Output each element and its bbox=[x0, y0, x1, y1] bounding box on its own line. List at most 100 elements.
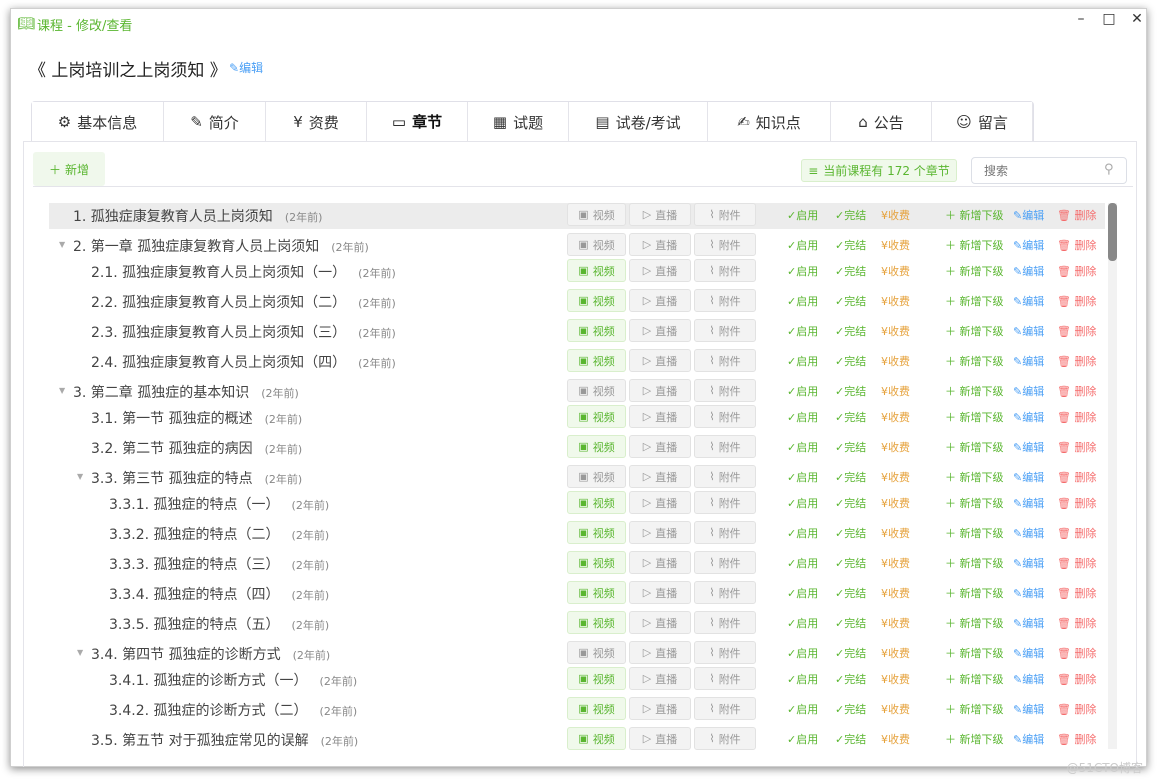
chapter-title[interactable]: 3.4. 第四节 孤独症的诊断方式 (2年前) bbox=[91, 644, 330, 664]
chapter-row[interactable]: 3.2. 第二节 孤独症的病因 (2年前) ▣ 视频 ▷ 直播 ⌇ 附件 ✓启用 ✓完结 ¥收费＋ … bbox=[49, 435, 1105, 461]
chapter-row[interactable]: 3.1. 第一节 孤独症的概述 (2年前) ▣ 视频 ▷ 直播 ⌇ 附件 ✓启用 ✓完结 ¥收费＋ … bbox=[49, 405, 1105, 431]
finish-toggle[interactable]: ✓完结 bbox=[835, 383, 866, 399]
finish-toggle[interactable]: ✓完结 bbox=[835, 585, 866, 601]
chapter-title[interactable]: 2. 第一章 孤独症康复教育人员上岗须知 (2年前) bbox=[73, 236, 369, 256]
enable-toggle[interactable]: ✓启用 bbox=[787, 701, 818, 717]
attachment-button[interactable]: ⌇ 附件 bbox=[694, 203, 756, 226]
live-button[interactable]: ▷ 直播 bbox=[629, 641, 691, 664]
finish-toggle[interactable]: ✓完结 bbox=[835, 495, 866, 511]
video-button[interactable]: ▣ 视频 bbox=[567, 521, 626, 544]
chapter-row[interactable]: 2.1. 孤独症康复教育人员上岗须知（一） (2年前) ▣ 视频 ▷ 直播 ⌇ 附件 ✓启用 ✓完… bbox=[49, 259, 1105, 285]
add-child-button[interactable]: ＋ 新增下级 bbox=[945, 409, 1004, 425]
scrollbar-thumb[interactable] bbox=[1108, 203, 1117, 261]
enable-toggle[interactable]: ✓启用 bbox=[787, 353, 818, 369]
tab-2[interactable]: ¥ 资费 bbox=[266, 102, 367, 142]
attachment-button[interactable]: ⌇ 附件 bbox=[694, 349, 756, 372]
enable-toggle[interactable]: ✓启用 bbox=[787, 323, 818, 339]
edit-course-title-link[interactable]: ✎编辑 bbox=[229, 59, 263, 76]
video-button[interactable]: ▣ 视频 bbox=[567, 233, 626, 256]
live-button[interactable]: ▷ 直播 bbox=[629, 581, 691, 604]
edit-button[interactable]: ✎编辑 bbox=[1013, 615, 1044, 631]
video-button[interactable]: ▣ 视频 bbox=[567, 289, 626, 312]
charge-toggle[interactable]: ¥收费 bbox=[881, 409, 910, 425]
delete-button[interactable]: 🗑︎ 删除 bbox=[1057, 671, 1096, 687]
charge-toggle[interactable]: ¥收费 bbox=[881, 263, 910, 279]
delete-button[interactable]: 🗑︎ 删除 bbox=[1057, 263, 1096, 279]
tab-3[interactable]: ▭ 章节 bbox=[367, 102, 468, 142]
enable-toggle[interactable]: ✓启用 bbox=[787, 731, 818, 747]
add-child-button[interactable]: ＋ 新增下级 bbox=[945, 293, 1004, 309]
chapter-row[interactable]: 3.3.3. 孤独症的特点（三） (2年前) ▣ 视频 ▷ 直播 ⌇ 附件 ✓启用 ✓完结 ¥收费＋… bbox=[49, 551, 1105, 577]
delete-button[interactable]: 🗑︎ 删除 bbox=[1057, 207, 1096, 223]
live-button[interactable]: ▷ 直播 bbox=[629, 349, 691, 372]
chapter-title[interactable]: 3.3.2. 孤独症的特点（二） (2年前) bbox=[109, 524, 329, 544]
chapter-title[interactable]: 3.3.4. 孤独症的特点（四） (2年前) bbox=[109, 584, 329, 604]
delete-button[interactable]: 🗑︎ 删除 bbox=[1057, 645, 1096, 661]
delete-button[interactable]: 🗑︎ 删除 bbox=[1057, 353, 1096, 369]
enable-toggle[interactable]: ✓启用 bbox=[787, 645, 818, 661]
charge-toggle[interactable]: ¥收费 bbox=[881, 731, 910, 747]
attachment-button[interactable]: ⌇ 附件 bbox=[694, 435, 756, 458]
chapter-row[interactable]: 3.4.2. 孤独症的诊断方式（二） (2年前) ▣ 视频 ▷ 直播 ⌇ 附件 ✓启用 ✓完结 ¥收… bbox=[49, 697, 1105, 723]
enable-toggle[interactable]: ✓启用 bbox=[787, 263, 818, 279]
tab-6[interactable]: ✍ 知识点 bbox=[708, 102, 831, 142]
delete-button[interactable]: 🗑︎ 删除 bbox=[1057, 409, 1096, 425]
charge-toggle[interactable]: ¥收费 bbox=[881, 439, 910, 455]
attachment-button[interactable]: ⌇ 附件 bbox=[694, 289, 756, 312]
edit-button[interactable]: ✎编辑 bbox=[1013, 263, 1044, 279]
chapter-title[interactable]: 1. 孤独症康复教育人员上岗须知 (2年前) bbox=[73, 206, 322, 226]
edit-button[interactable]: ✎编辑 bbox=[1013, 585, 1044, 601]
finish-toggle[interactable]: ✓完结 bbox=[835, 293, 866, 309]
add-child-button[interactable]: ＋ 新增下级 bbox=[945, 237, 1004, 253]
live-button[interactable]: ▷ 直播 bbox=[629, 379, 691, 402]
finish-toggle[interactable]: ✓完结 bbox=[835, 207, 866, 223]
tab-0[interactable]: ⚙ 基本信息 bbox=[32, 102, 164, 142]
live-button[interactable]: ▷ 直播 bbox=[629, 611, 691, 634]
live-button[interactable]: ▷ 直播 bbox=[629, 667, 691, 690]
charge-toggle[interactable]: ¥收费 bbox=[881, 671, 910, 687]
video-button[interactable]: ▣ 视频 bbox=[567, 667, 626, 690]
live-button[interactable]: ▷ 直播 bbox=[629, 435, 691, 458]
video-button[interactable]: ▣ 视频 bbox=[567, 491, 626, 514]
tab-5[interactable]: ▤ 试卷/考试 bbox=[569, 102, 708, 142]
live-button[interactable]: ▷ 直播 bbox=[629, 521, 691, 544]
tab-8[interactable]: ☺ 留言 bbox=[932, 102, 1033, 142]
chapter-row[interactable]: 2.3. 孤独症康复教育人员上岗须知（三） (2年前) ▣ 视频 ▷ 直播 ⌇ 附件 ✓启用 ✓完… bbox=[49, 319, 1105, 345]
finish-toggle[interactable]: ✓完结 bbox=[835, 615, 866, 631]
attachment-button[interactable]: ⌇ 附件 bbox=[694, 581, 756, 604]
video-button[interactable]: ▣ 视频 bbox=[567, 435, 626, 458]
edit-button[interactable]: ✎编辑 bbox=[1013, 237, 1044, 253]
video-button[interactable]: ▣ 视频 bbox=[567, 641, 626, 664]
edit-button[interactable]: ✎编辑 bbox=[1013, 701, 1044, 717]
chapter-row[interactable]: 3.3.2. 孤独症的特点（二） (2年前) ▣ 视频 ▷ 直播 ⌇ 附件 ✓启用 ✓完结 ¥收费＋… bbox=[49, 521, 1105, 547]
delete-button[interactable]: 🗑︎ 删除 bbox=[1057, 237, 1096, 253]
edit-button[interactable]: ✎编辑 bbox=[1013, 293, 1044, 309]
caret-down-icon[interactable]: ▼ bbox=[59, 240, 66, 249]
chapter-title[interactable]: 3.5. 第五节 对于孤独症常见的误解 (2年前) bbox=[91, 730, 358, 750]
live-button[interactable]: ▷ 直播 bbox=[629, 233, 691, 256]
live-button[interactable]: ▷ 直播 bbox=[629, 405, 691, 428]
video-button[interactable]: ▣ 视频 bbox=[567, 697, 626, 720]
video-button[interactable]: ▣ 视频 bbox=[567, 203, 626, 226]
chapter-row[interactable]: 3.5. 第五节 对于孤独症常见的误解 (2年前) ▣ 视频 ▷ 直播 ⌇ 附件 ✓启用 ✓完结 ¥… bbox=[49, 727, 1105, 753]
delete-button[interactable]: 🗑︎ 删除 bbox=[1057, 701, 1096, 717]
add-child-button[interactable]: ＋ 新增下级 bbox=[945, 439, 1004, 455]
tab-1[interactable]: ✎ 简介 bbox=[164, 102, 266, 142]
chapter-row[interactable]: ▼ 3.3. 第三节 孤独症的特点 (2年前) ▣ 视频 ▷ 直播 ⌇ 附件 ✓启用 ✓完结 ¥收费＋… bbox=[49, 465, 1105, 491]
add-child-button[interactable]: ＋ 新增下级 bbox=[945, 585, 1004, 601]
delete-button[interactable]: 🗑︎ 删除 bbox=[1057, 323, 1096, 339]
live-button[interactable]: ▷ 直播 bbox=[629, 319, 691, 342]
video-button[interactable]: ▣ 视频 bbox=[567, 727, 626, 750]
add-child-button[interactable]: ＋ 新增下级 bbox=[945, 731, 1004, 747]
add-chapter-button[interactable]: ＋ 新增 bbox=[33, 152, 105, 186]
video-button[interactable]: ▣ 视频 bbox=[567, 405, 626, 428]
edit-button[interactable]: ✎编辑 bbox=[1013, 469, 1044, 485]
chapter-row[interactable]: 1. 孤独症康复教育人员上岗须知 (2年前) ▣ 视频 ▷ 直播 ⌇ 附件 ✓启用 ✓完结 ¥收费＋… bbox=[49, 203, 1105, 229]
chapter-row[interactable]: ▼ 3.4. 第四节 孤独症的诊断方式 (2年前) ▣ 视频 ▷ 直播 ⌇ 附件 ✓启用 ✓完结 ¥收… bbox=[49, 641, 1105, 667]
charge-toggle[interactable]: ¥收费 bbox=[881, 207, 910, 223]
edit-button[interactable]: ✎编辑 bbox=[1013, 555, 1044, 571]
chapter-title[interactable]: 3.3.1. 孤独症的特点（一） (2年前) bbox=[109, 494, 329, 514]
add-child-button[interactable]: ＋ 新增下级 bbox=[945, 495, 1004, 511]
attachment-button[interactable]: ⌇ 附件 bbox=[694, 641, 756, 664]
chapter-title[interactable]: 2.4. 孤独症康复教育人员上岗须知（四） (2年前) bbox=[91, 352, 396, 372]
